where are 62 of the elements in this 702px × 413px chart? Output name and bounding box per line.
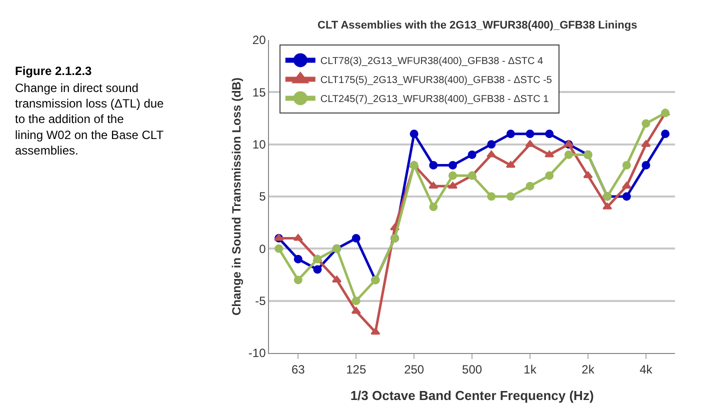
- point: [370, 328, 380, 335]
- point: [486, 150, 496, 158]
- point: [487, 140, 496, 149]
- point: [526, 130, 534, 138]
- point: [506, 192, 515, 201]
- point: [293, 234, 303, 241]
- point: [332, 276, 342, 282]
- y-tick-label: -10: [248, 346, 266, 360]
- x-tick-label: 500: [462, 362, 482, 376]
- point: [351, 307, 361, 314]
- point: [428, 182, 438, 189]
- point: [294, 254, 302, 264]
- legend-label: CLT175(5)_2G13_WFUR38(400)_GFB38 - ΔSTC -5: [320, 75, 552, 86]
- x-tick-label: 125: [346, 362, 366, 376]
- point: [429, 160, 438, 170]
- point: [506, 160, 516, 168]
- y-axis-title: Change in Sound Transmission Loss (dB): [230, 77, 244, 316]
- point: [661, 130, 670, 138]
- legend-label: CLT78(3)_2G13_WFUR38(400)_GFB38 - ΔSTC 4: [320, 56, 544, 68]
- y-tick-label: 5: [259, 190, 266, 204]
- point: [642, 160, 650, 170]
- point: [602, 202, 612, 210]
- point: [506, 130, 515, 138]
- x-tick-label: 2k: [582, 362, 596, 376]
- point: [526, 182, 534, 190]
- y-tick-label: 15: [252, 85, 266, 100]
- point: [448, 171, 457, 180]
- point: [545, 171, 554, 180]
- point: [294, 276, 302, 284]
- point: [410, 130, 418, 138]
- point: [642, 119, 650, 128]
- point: [429, 202, 438, 212]
- x-tick-label: 4k: [640, 362, 654, 376]
- point: [274, 244, 284, 253]
- point: [622, 182, 632, 189]
- point: [544, 150, 554, 158]
- y-tick-label: 0: [259, 242, 266, 256]
- point: [525, 140, 535, 147]
- point: [622, 192, 631, 201]
- point: [583, 171, 593, 178]
- legend-label: CLT245(7)_2G13_WFUR38(400)_GFB38 - ΔSTC 1: [320, 94, 550, 106]
- y-tick-label: -5: [255, 294, 266, 308]
- chart-title: CLT Assemblies with the 2G13_WFUR38(400)_GFB38 Linings: [318, 19, 638, 32]
- x-axis-title: 1/3 Octave Band Center Frequency (Hz): [350, 388, 594, 403]
- point: [622, 160, 631, 170]
- point: [313, 265, 322, 274]
- point: [545, 130, 554, 138]
- y-tick-label: 20: [252, 33, 266, 48]
- x-tick-label: 63: [291, 362, 306, 376]
- point: [352, 296, 360, 306]
- y-tick-label: 10: [252, 138, 266, 152]
- caption: Figure 2.1.2.3: [15, 64, 92, 78]
- point: [352, 234, 360, 242]
- point: [468, 150, 476, 160]
- x-tick-label: 250: [404, 362, 424, 376]
- point: [641, 140, 651, 147]
- point: [448, 160, 457, 170]
- point: [487, 192, 496, 201]
- point: [564, 150, 573, 160]
- text: Change in direct sound transmission loss (ΔTL) due to the addition of the lining W02 on the Base CLT assemblies.: [15, 81, 164, 158]
- x-tick-label: 1k: [524, 362, 538, 376]
- point: [448, 182, 458, 189]
